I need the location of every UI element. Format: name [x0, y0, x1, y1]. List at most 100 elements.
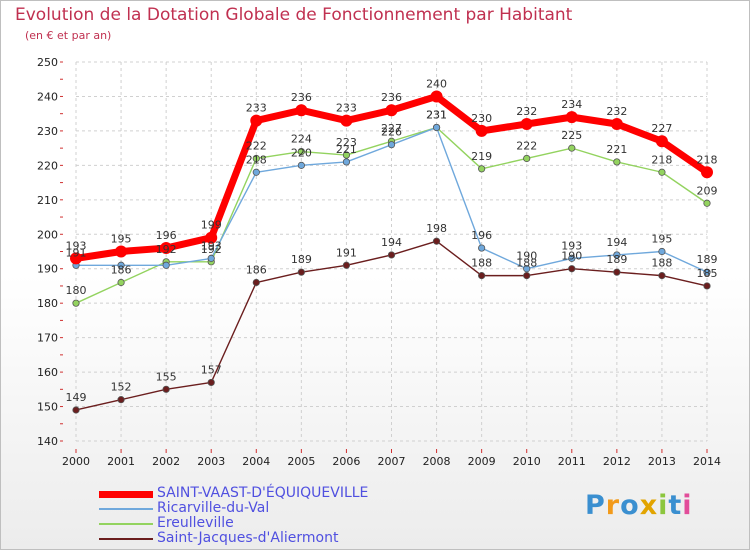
data-label: 189	[697, 253, 718, 266]
y-tick-label: 190	[37, 263, 58, 276]
data-label: 232	[606, 105, 627, 118]
x-tick-label: 2000	[62, 455, 90, 468]
data-point	[252, 154, 260, 163]
legend-label: Ereulleville	[157, 515, 234, 531]
data-label: 180	[66, 284, 87, 297]
chart-title: Evolution de la Dotation Globale de Fonc…	[15, 5, 573, 25]
data-point	[703, 199, 711, 207]
data-label: 155	[156, 370, 177, 383]
data-point	[72, 406, 80, 414]
legend-swatch	[99, 508, 153, 510]
legend-label: Ricarville-du-Val	[157, 500, 270, 516]
data-label: 224	[291, 133, 312, 146]
y-tick-label: 220	[37, 159, 58, 172]
x-tick-label: 2006	[332, 455, 360, 468]
data-label: 186	[246, 264, 267, 277]
data-label: 185	[697, 267, 718, 280]
data-point	[610, 118, 623, 131]
data-point	[701, 166, 713, 179]
data-label: 240	[426, 77, 447, 90]
data-point	[703, 268, 711, 276]
data-point	[250, 114, 263, 127]
data-point	[297, 147, 305, 156]
data-point	[703, 282, 711, 290]
x-tick-label: 2002	[152, 455, 180, 468]
data-point	[342, 158, 351, 166]
data-point	[655, 135, 668, 148]
y-tick-label: 210	[37, 194, 58, 207]
data-point	[115, 245, 128, 258]
data-label: 198	[426, 222, 447, 235]
data-label: 191	[66, 246, 87, 259]
data-label: 227	[651, 122, 672, 135]
x-tick-label: 2013	[648, 455, 676, 468]
data-label: 196	[471, 229, 492, 242]
y-tick-label: 150	[37, 401, 58, 414]
data-point	[430, 90, 443, 103]
data-label: 222	[246, 139, 267, 152]
data-point	[205, 231, 218, 244]
legend-swatch	[99, 490, 153, 498]
data-label: 232	[516, 105, 537, 118]
data-label: 233	[336, 102, 357, 115]
data-point	[613, 251, 621, 259]
data-point	[162, 261, 170, 269]
data-label: 193	[66, 239, 87, 252]
data-point	[658, 247, 666, 256]
data-point	[387, 141, 396, 149]
data-point	[117, 278, 125, 287]
data-label: 191	[336, 246, 357, 259]
data-point	[117, 396, 125, 404]
data-label: 195	[111, 233, 132, 246]
data-label: 218	[697, 153, 718, 166]
data-label: 209	[697, 184, 718, 197]
y-tick-label: 160	[37, 366, 58, 379]
data-label: 189	[291, 253, 312, 266]
data-point	[252, 278, 260, 287]
data-point	[568, 265, 576, 273]
legend-swatch	[99, 538, 153, 540]
data-label: 157	[201, 363, 222, 376]
x-tick-label: 2007	[378, 455, 406, 468]
y-tick-label: 230	[37, 125, 58, 138]
y-tick-label: 250	[37, 56, 58, 69]
data-label: 190	[516, 250, 537, 263]
data-point	[523, 265, 531, 273]
data-point	[342, 151, 351, 159]
data-label: 195	[651, 233, 672, 246]
data-label: 218	[651, 153, 672, 166]
data-point	[385, 104, 398, 117]
x-tick-label: 2001	[107, 455, 135, 468]
data-point	[613, 158, 621, 166]
data-label: 234	[561, 98, 582, 111]
x-tick-label: 2014	[693, 455, 721, 468]
data-label: 152	[111, 381, 132, 394]
data-label: 230	[471, 112, 492, 125]
data-point	[207, 254, 215, 262]
data-point	[613, 268, 621, 276]
data-point	[162, 385, 170, 393]
y-tick-label: 240	[37, 90, 58, 103]
legend-label: SAINT-VAAST-D'ÉQUIQUEVILLE	[157, 485, 369, 501]
data-label: 194	[606, 236, 627, 249]
data-point	[207, 378, 215, 387]
data-label: 189	[606, 253, 627, 266]
data-point	[523, 272, 531, 280]
data-point	[160, 242, 173, 255]
data-point	[432, 237, 441, 245]
data-point	[70, 252, 82, 265]
data-label: 188	[651, 257, 672, 270]
data-label: 231	[426, 108, 447, 121]
data-label: 188	[471, 257, 492, 270]
data-point	[523, 154, 531, 163]
data-point	[658, 272, 666, 280]
data-label: 221	[606, 143, 627, 156]
data-labels: 193 195 196 199 233 236 233 236 240 230 232 234 232 2…	[66, 77, 718, 404]
data-label: 221	[336, 143, 357, 156]
data-label: 192	[201, 243, 222, 256]
data-label: 218	[246, 153, 267, 166]
x-tick-label: 2012	[603, 455, 631, 468]
data-point	[568, 144, 576, 152]
legend-swatch	[99, 523, 153, 525]
